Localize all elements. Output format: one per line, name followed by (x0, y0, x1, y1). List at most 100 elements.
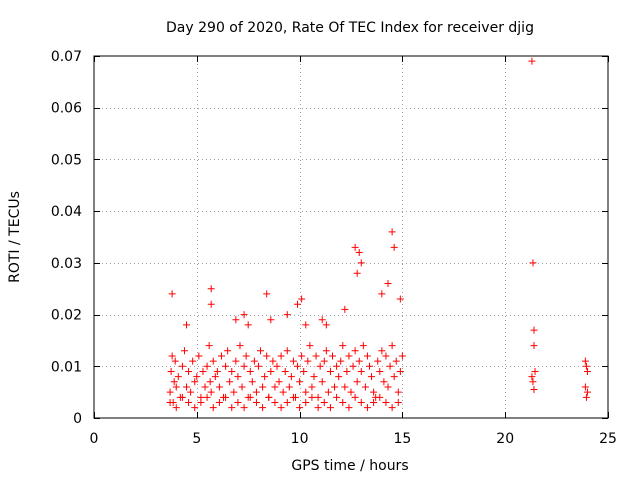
data-point (222, 362, 230, 370)
data-point (345, 352, 353, 360)
data-point (308, 393, 316, 401)
x-tick-label: 15 (393, 431, 411, 447)
x-tick-label: 25 (599, 431, 617, 447)
data-point (374, 357, 382, 365)
x-tick-label: 5 (192, 431, 201, 447)
data-point (271, 383, 279, 391)
data-point (320, 398, 328, 406)
data-point (333, 393, 341, 401)
data-point (166, 398, 174, 406)
data-point (351, 243, 359, 251)
data-point (376, 367, 384, 375)
data-point (234, 373, 242, 381)
data-point (172, 404, 180, 412)
data-point (203, 393, 211, 401)
data-point (341, 383, 349, 391)
data-point (388, 404, 396, 412)
data-point (335, 373, 343, 381)
data-point (296, 404, 304, 412)
data-point (185, 367, 193, 375)
data-point (195, 352, 203, 360)
data-point (302, 388, 310, 396)
data-point (199, 367, 207, 375)
data-point (207, 285, 215, 293)
data-point (178, 393, 186, 401)
data-point (205, 342, 213, 350)
data-point (267, 367, 275, 375)
data-point (238, 383, 246, 391)
grid (94, 56, 608, 418)
data-point (349, 362, 357, 370)
data-point (298, 352, 306, 360)
data-point (384, 280, 392, 288)
data-point (167, 367, 175, 375)
data-point (170, 378, 178, 386)
data-point (398, 352, 406, 360)
data-point (304, 357, 312, 365)
data-point (368, 373, 376, 381)
data-point (341, 305, 349, 313)
data-point (174, 373, 182, 381)
data-point (318, 378, 326, 386)
data-point (582, 362, 590, 370)
data-point (294, 362, 302, 370)
data-point (370, 388, 378, 396)
data-point (333, 362, 341, 370)
data-point (217, 352, 225, 360)
y-tick-label: 0.07 (51, 49, 82, 65)
data-point (171, 357, 179, 365)
data-point (246, 367, 254, 375)
y-axis-title: ROTI / TECUs (7, 191, 23, 283)
data-point (191, 404, 199, 412)
data-point (314, 404, 322, 412)
data-point (339, 398, 347, 406)
data-point (530, 386, 538, 394)
data-point (370, 398, 378, 406)
data-point (581, 383, 589, 391)
data-point (228, 367, 236, 375)
data-point (378, 290, 386, 298)
data-point (294, 300, 302, 308)
data-point (206, 378, 214, 386)
x-tick-label: 0 (90, 431, 99, 447)
data-point (322, 347, 330, 355)
data-point (529, 378, 537, 386)
data-point (209, 404, 217, 412)
data-point (185, 398, 193, 406)
data-point (189, 357, 197, 365)
data-point (275, 378, 283, 386)
data-point (222, 393, 230, 401)
data-point (357, 367, 365, 375)
data-point (363, 404, 371, 412)
data-point (300, 367, 308, 375)
data-point (396, 367, 404, 375)
data-point (583, 367, 591, 375)
data-point (390, 373, 398, 381)
data-point (269, 357, 277, 365)
data-point (314, 393, 322, 401)
data-point (366, 362, 374, 370)
data-point (226, 378, 234, 386)
y-tick-label: 0.05 (51, 152, 82, 168)
data-point (353, 378, 361, 386)
data-point (203, 362, 211, 370)
data-point (263, 352, 271, 360)
data-point (310, 373, 318, 381)
data-point (394, 398, 402, 406)
data-point (347, 388, 355, 396)
data-point (207, 388, 215, 396)
data-point (312, 352, 320, 360)
data-point (191, 378, 199, 386)
data-point (183, 383, 191, 391)
y-axis: 0 0.01 0.02 0.03 0.04 0.05 0.06 0.07 (51, 49, 608, 427)
data-point (337, 357, 345, 365)
data-point (390, 243, 398, 251)
data-point (180, 347, 188, 355)
data-point (257, 347, 265, 355)
data-point (283, 347, 291, 355)
plot-frame (93, 55, 609, 419)
data-point (380, 378, 388, 386)
data-point (236, 342, 244, 350)
data-point (289, 357, 297, 365)
